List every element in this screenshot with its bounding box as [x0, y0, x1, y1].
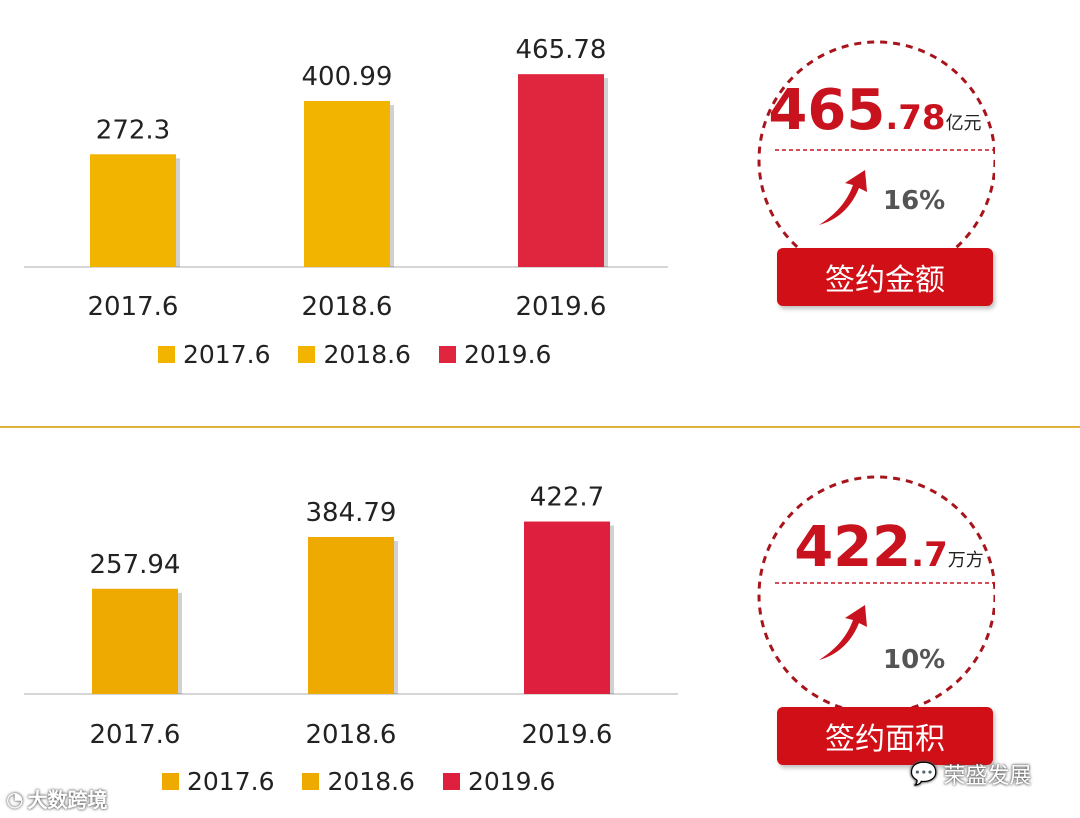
highlight-badge: 465.78亿元 16% 签约金额 [755, 20, 995, 306]
bar-2017.6 [90, 154, 176, 267]
bar-chart-signed-amount: 272.3 2017.6 400.99 2018.6 465.78 2019.6 [24, 35, 668, 322]
bar-chart-signed-area: 257.94 2017.6 384.79 2018.6 422.7 2019.6 [24, 483, 678, 750]
trend-up-arrow-icon [819, 605, 867, 660]
growth-percent: 10% [883, 645, 946, 675]
legend-label: 2017.6 [187, 767, 275, 796]
watermark-right-text: 荣盛发展 [943, 764, 1032, 789]
legend-swatch [298, 346, 316, 363]
chart-legend: 2017.6 2018.6 2019.6 [158, 340, 551, 369]
bar-2018.6 [308, 537, 394, 694]
legend-label: 2018.6 [327, 767, 415, 796]
legend-label: 2019.6 [463, 340, 552, 369]
x-tick-label: 2018.6 [302, 292, 393, 322]
metric-label: 签约金额 [777, 248, 993, 306]
metric-label: 签约面积 [777, 707, 993, 765]
data-label: 400.99 [302, 62, 393, 92]
wechat-icon: 💬 [910, 761, 938, 787]
highlight-value: 465.78亿元 [768, 78, 982, 143]
data-label: 257.94 [90, 550, 181, 580]
legend-label: 2019.6 [467, 767, 556, 796]
x-tick-label: 2019.6 [516, 292, 607, 322]
highlight-badge: 422.7万方 10% 签约面积 [755, 455, 995, 765]
legend-label: 2018.6 [323, 340, 411, 369]
x-tick-label: 2019.6 [522, 720, 613, 750]
x-tick-label: 2018.6 [306, 720, 397, 750]
section-divider [0, 426, 1080, 428]
data-label: 422.7 [530, 483, 604, 513]
growth-percent: 16% [883, 186, 946, 216]
legend-swatch [438, 346, 456, 363]
trend-up-arrow-icon [819, 170, 867, 225]
legend-item: 2017.6 [162, 767, 274, 796]
watermark-right: 💬 荣盛发展 [910, 758, 1031, 790]
chart-panel-signed-area: 257.94 2017.6 384.79 2018.6 422.7 2019.6 2017… [0, 430, 1080, 818]
legend-swatch [442, 773, 460, 790]
legend-swatch [302, 773, 320, 790]
bar-2018.6 [304, 100, 390, 267]
x-tick-label: 2017.6 [90, 720, 181, 750]
legend-item: 2018.6 [298, 340, 411, 369]
legend-label: 2017.6 [183, 340, 271, 369]
highlight-value: 422.7万方 [794, 515, 984, 580]
bar-2019.6 [518, 74, 604, 267]
data-label: 465.78 [516, 35, 607, 65]
bar-2017.6 [92, 588, 178, 694]
watermark-left: ◔ 大数跨境 [6, 784, 107, 813]
chart-panel-signed-amount: 272.3 2017.6 400.99 2018.6 465.78 2019.6 2017… [24, 20, 995, 369]
legend-swatch [162, 773, 179, 790]
weibo-icon: ◔ [6, 786, 24, 811]
legend-swatch [158, 346, 175, 363]
legend-item: 2019.6 [442, 767, 556, 796]
data-label: 384.79 [306, 498, 397, 528]
watermark-left-text: 大数跨境 [27, 788, 108, 812]
x-tick-label: 2017.6 [88, 292, 179, 322]
legend-item: 2017.6 [158, 340, 270, 369]
bar-2019.6 [524, 521, 610, 694]
dashed-circle-icon [757, 475, 995, 715]
chart-legend: 2017.6 2018.6 2019.6 [162, 767, 555, 796]
data-label: 272.3 [96, 115, 170, 145]
legend-item: 2019.6 [438, 340, 552, 369]
legend-item: 2018.6 [302, 767, 415, 796]
